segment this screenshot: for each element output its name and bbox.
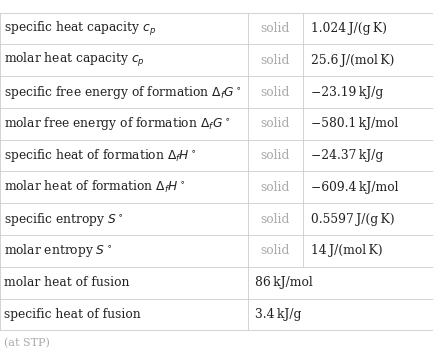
Text: molar heat capacity $c_p$: molar heat capacity $c_p$ [4,51,145,69]
Text: −580.1 kJ/mol: −580.1 kJ/mol [311,117,398,130]
Text: specific heat of formation $\Delta_f H^\circ$: specific heat of formation $\Delta_f H^\… [4,147,197,164]
Text: 86 kJ/mol: 86 kJ/mol [255,276,313,289]
Text: specific heat capacity $c_p$: specific heat capacity $c_p$ [4,19,156,38]
Text: solid: solid [261,149,290,162]
Text: (at STP): (at STP) [4,338,50,348]
Text: solid: solid [261,213,290,226]
Text: 0.5597 J/(g K): 0.5597 J/(g K) [311,213,394,226]
Text: solid: solid [261,181,290,194]
Text: solid: solid [261,86,290,99]
Text: molar free energy of formation $\Delta_f G^\circ$: molar free energy of formation $\Delta_f… [4,115,230,132]
Text: −24.37 kJ/g: −24.37 kJ/g [311,149,383,162]
Text: specific heat of fusion: specific heat of fusion [4,308,141,321]
Text: 1.024 J/(g K): 1.024 J/(g K) [311,22,387,35]
Text: solid: solid [261,22,290,35]
Text: molar entropy $S^\circ$: molar entropy $S^\circ$ [4,242,113,260]
Text: solid: solid [261,244,290,257]
Text: solid: solid [261,54,290,67]
Text: 3.4 kJ/g: 3.4 kJ/g [255,308,302,321]
Text: −609.4 kJ/mol: −609.4 kJ/mol [311,181,398,194]
Text: molar heat of fusion: molar heat of fusion [4,276,130,289]
Text: 14 J/(mol K): 14 J/(mol K) [311,244,382,257]
Text: molar heat of formation $\Delta_f H^\circ$: molar heat of formation $\Delta_f H^\cir… [4,179,186,195]
Text: solid: solid [261,117,290,130]
Text: 25.6 J/(mol K): 25.6 J/(mol K) [311,54,394,67]
Text: specific entropy $S^\circ$: specific entropy $S^\circ$ [4,210,124,228]
Text: −23.19 kJ/g: −23.19 kJ/g [311,86,383,99]
Text: specific free energy of formation $\Delta_f G^\circ$: specific free energy of formation $\Delt… [4,83,242,101]
